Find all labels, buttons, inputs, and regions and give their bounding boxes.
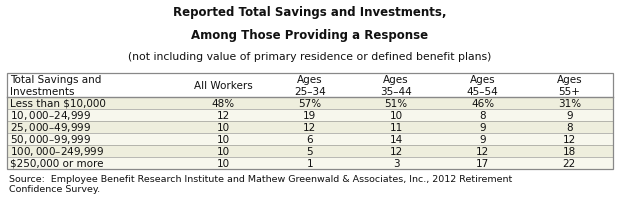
Text: 1: 1: [306, 158, 313, 168]
Text: 10: 10: [216, 146, 230, 156]
Text: $250,000 or more: $250,000 or more: [10, 158, 104, 168]
Text: Less than $10,000: Less than $10,000: [10, 98, 106, 108]
Text: 3: 3: [393, 158, 399, 168]
Text: 46%: 46%: [471, 98, 494, 108]
Bar: [7, 109, 613, 121]
Text: $100,000–$249,999: $100,000–$249,999: [10, 145, 104, 158]
Text: 10: 10: [216, 158, 230, 168]
Text: 14: 14: [389, 134, 403, 144]
Text: 8: 8: [479, 110, 486, 120]
Text: 12: 12: [389, 146, 403, 156]
Bar: [7, 133, 613, 145]
Text: 10: 10: [216, 122, 230, 132]
Text: $25,000–$49,999: $25,000–$49,999: [10, 121, 91, 134]
Text: 18: 18: [563, 146, 576, 156]
Text: 6: 6: [306, 134, 313, 144]
Text: 12: 12: [303, 122, 316, 132]
Text: $10,000–$24,999: $10,000–$24,999: [10, 109, 91, 122]
Text: (not including value of primary residence or defined benefit plans): (not including value of primary residenc…: [128, 52, 492, 62]
Text: Ages
25–34: Ages 25–34: [294, 75, 326, 96]
Text: 48%: 48%: [211, 98, 235, 108]
Text: 12: 12: [216, 110, 230, 120]
Text: 19: 19: [303, 110, 316, 120]
Text: 51%: 51%: [384, 98, 408, 108]
Bar: [7, 97, 613, 109]
Text: 9: 9: [479, 122, 486, 132]
Text: Ages
55+: Ages 55+: [557, 75, 582, 96]
Text: 57%: 57%: [298, 98, 321, 108]
Text: Source:  Employee Benefit Research Institute and Mathew Greenwald & Associates, : Source: Employee Benefit Research Instit…: [9, 174, 512, 193]
Text: 22: 22: [563, 158, 576, 168]
Text: Ages
35–44: Ages 35–44: [380, 75, 412, 96]
Text: Among Those Providing a Response: Among Those Providing a Response: [192, 29, 428, 42]
Bar: [7, 74, 613, 169]
Text: 9: 9: [479, 134, 486, 144]
Bar: [7, 121, 613, 133]
Text: All Workers: All Workers: [194, 81, 252, 91]
Text: 12: 12: [563, 134, 576, 144]
Text: 8: 8: [566, 122, 573, 132]
Text: 10: 10: [389, 110, 403, 120]
Bar: [7, 74, 613, 97]
Text: 11: 11: [389, 122, 403, 132]
Bar: [7, 145, 613, 157]
Text: 17: 17: [476, 158, 489, 168]
Text: 9: 9: [566, 110, 573, 120]
Text: 12: 12: [476, 146, 489, 156]
Text: Ages
45–54: Ages 45–54: [467, 75, 498, 96]
Text: 5: 5: [306, 146, 313, 156]
Bar: [7, 157, 613, 169]
Text: 31%: 31%: [558, 98, 581, 108]
Text: Total Savings and
Investments: Total Savings and Investments: [10, 75, 101, 96]
Text: Reported Total Savings and Investments,: Reported Total Savings and Investments,: [173, 6, 447, 19]
Text: $50,000–$99,999: $50,000–$99,999: [10, 133, 91, 146]
Text: 10: 10: [216, 134, 230, 144]
